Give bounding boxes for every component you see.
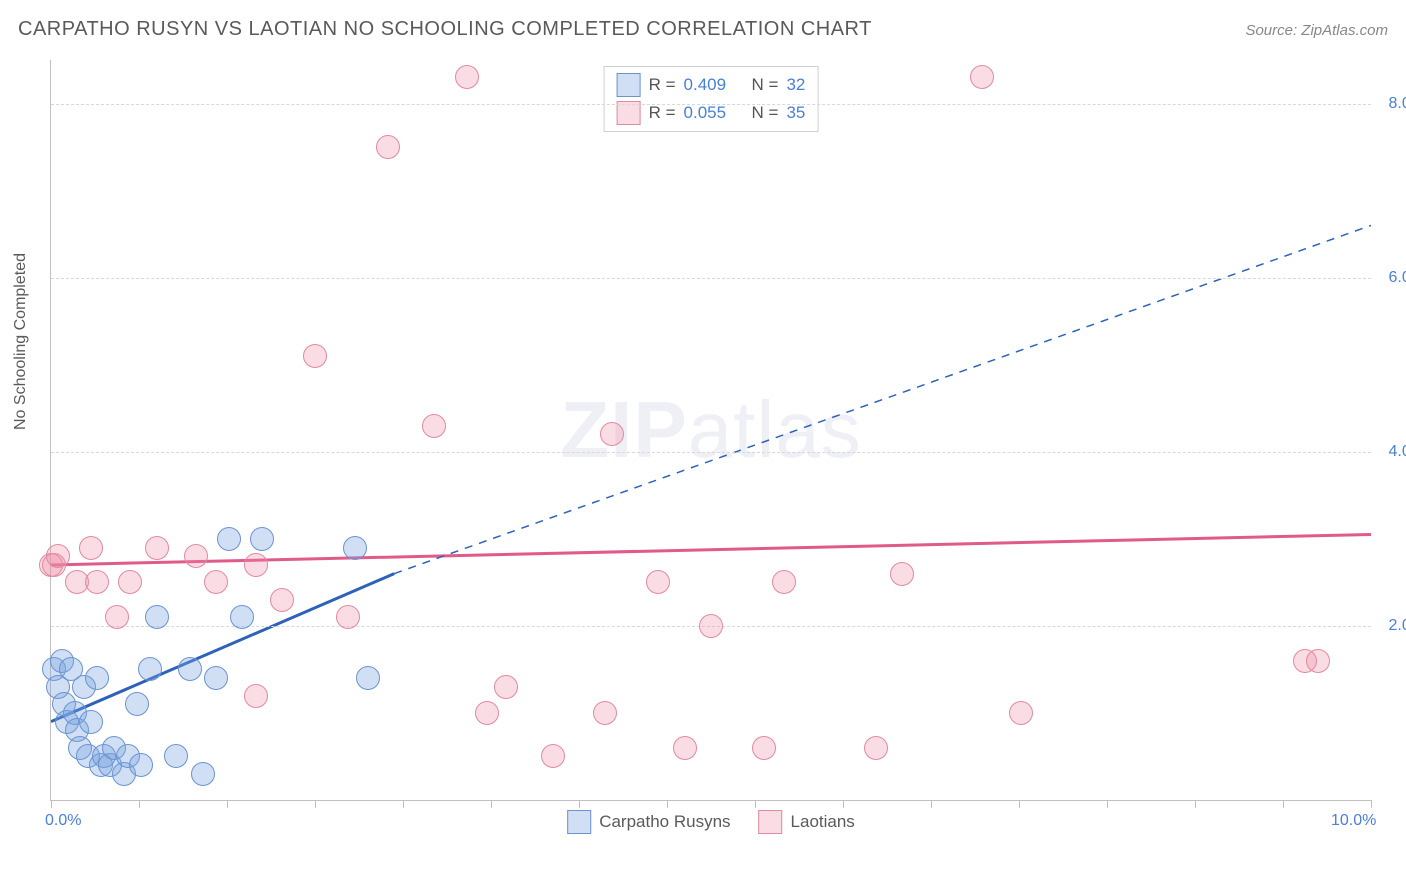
data-point-carpatho (178, 657, 202, 681)
x-tick (843, 800, 844, 808)
swatch-carpatho-icon (617, 73, 641, 97)
data-point-carpatho (85, 666, 109, 690)
data-point-carpatho (204, 666, 228, 690)
data-point-carpatho (356, 666, 380, 690)
data-point-laotian (118, 570, 142, 594)
x-tick (1107, 800, 1108, 808)
x-tick (1019, 800, 1020, 808)
data-point-carpatho (138, 657, 162, 681)
swatch-laotian-icon (759, 810, 783, 834)
data-point-laotian (890, 562, 914, 586)
legend-stats-row-carpatho: R = 0.409 N = 32 (617, 71, 806, 99)
data-point-laotian (970, 65, 994, 89)
y-tick-label: 2.0% (1389, 617, 1406, 635)
y-tick-label: 8.0% (1389, 95, 1406, 113)
data-point-carpatho (129, 753, 153, 777)
data-point-laotian (455, 65, 479, 89)
data-point-laotian (673, 736, 697, 760)
x-tick (579, 800, 580, 808)
chart-header: CARPATHO RUSYN VS LAOTIAN NO SCHOOLING C… (18, 18, 1388, 41)
data-point-laotian (593, 701, 617, 725)
data-point-laotian (204, 570, 228, 594)
grid-line (51, 104, 1371, 105)
x-tick (315, 800, 316, 808)
data-point-laotian (752, 736, 776, 760)
chart-title: CARPATHO RUSYN VS LAOTIAN NO SCHOOLING C… (18, 18, 872, 41)
grid-line (51, 278, 1371, 279)
data-point-carpatho (125, 692, 149, 716)
legend-item-laotian: Laotians (759, 810, 855, 834)
x-tick (1195, 800, 1196, 808)
data-point-laotian (541, 744, 565, 768)
data-point-laotian (1306, 649, 1330, 673)
scatter-chart: ZIPatlas R = 0.409 N = 32 R = 0.055 N = … (50, 60, 1371, 801)
data-point-carpatho (164, 744, 188, 768)
x-tick (403, 800, 404, 808)
data-point-carpatho (230, 605, 254, 629)
data-point-laotian (376, 135, 400, 159)
swatch-laotian-icon (617, 101, 641, 125)
data-point-laotian (105, 605, 129, 629)
y-tick-label: 4.0% (1389, 443, 1406, 461)
y-axis-label: No Schooling Completed (12, 253, 30, 430)
data-point-laotian (79, 536, 103, 560)
data-point-laotian (85, 570, 109, 594)
data-point-carpatho (250, 527, 274, 551)
legend-stats: R = 0.409 N = 32 R = 0.055 N = 35 (604, 66, 819, 132)
data-point-laotian (772, 570, 796, 594)
data-point-laotian (244, 684, 268, 708)
data-point-laotian (494, 675, 518, 699)
x-tick (227, 800, 228, 808)
data-point-laotian (475, 701, 499, 725)
data-point-carpatho (145, 605, 169, 629)
data-point-carpatho (217, 527, 241, 551)
data-point-laotian (303, 344, 327, 368)
x-tick (491, 800, 492, 808)
data-point-laotian (145, 536, 169, 560)
legend-series: Carpatho Rusyns Laotians (567, 810, 855, 834)
y-tick-label: 6.0% (1389, 269, 1406, 287)
data-point-laotian (699, 614, 723, 638)
chart-source: Source: ZipAtlas.com (1245, 22, 1388, 39)
x-tick-label: 0.0% (45, 812, 81, 830)
x-tick (755, 800, 756, 808)
data-point-laotian (184, 544, 208, 568)
data-point-carpatho (191, 762, 215, 786)
data-point-laotian (422, 414, 446, 438)
data-point-laotian (600, 422, 624, 446)
x-tick (1371, 800, 1372, 808)
data-point-carpatho (79, 710, 103, 734)
data-point-laotian (46, 544, 70, 568)
x-tick (931, 800, 932, 808)
x-tick (139, 800, 140, 808)
x-tick (51, 800, 52, 808)
data-point-laotian (864, 736, 888, 760)
x-tick (1283, 800, 1284, 808)
x-tick-label: 10.0% (1331, 812, 1376, 830)
data-point-laotian (270, 588, 294, 612)
data-point-laotian (646, 570, 670, 594)
grid-line (51, 452, 1371, 453)
data-point-laotian (244, 553, 268, 577)
legend-item-carpatho: Carpatho Rusyns (567, 810, 730, 834)
x-tick (667, 800, 668, 808)
data-point-carpatho (343, 536, 367, 560)
data-point-laotian (336, 605, 360, 629)
data-point-laotian (1009, 701, 1033, 725)
swatch-carpatho-icon (567, 810, 591, 834)
